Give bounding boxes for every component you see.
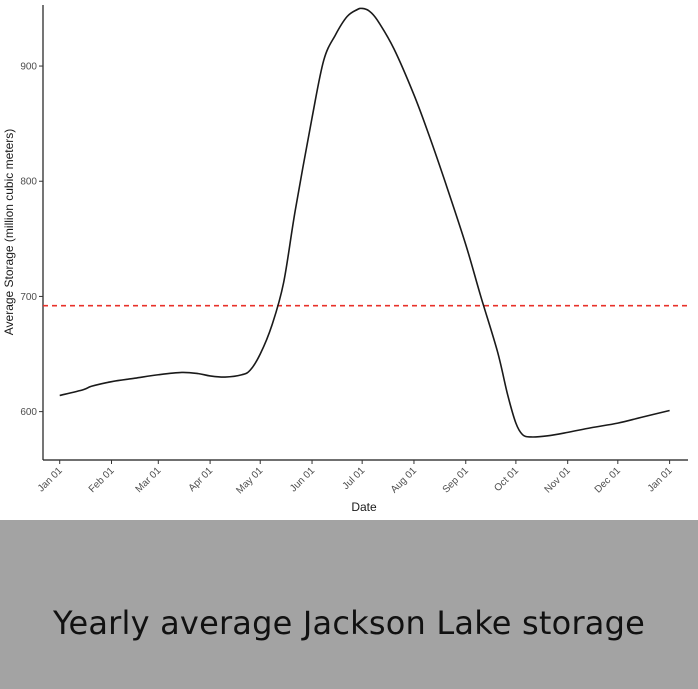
x-tick-label: May 01 [234, 465, 265, 496]
y-tick-label: 800 [20, 177, 37, 188]
y-axis-title: Average Storage (million cubic meters) [2, 129, 16, 336]
x-tick-label: Dec 01 [593, 465, 623, 495]
x-tick-label: Aug 01 [389, 465, 419, 495]
y-tick-label: 700 [20, 292, 37, 303]
line-chart: 600 700 800 900 Jan 01 Feb 01 Mar 01 Apr 01 May … [2, 5, 688, 514]
x-tick-label: Sep 01 [441, 465, 471, 495]
chart-area: 600 700 800 900 Jan 01 Feb 01 Mar 01 Apr 01 May … [2, 5, 688, 514]
x-tick-label: Oct 01 [492, 465, 521, 494]
x-axis-title: Date [351, 500, 377, 514]
x-tick-label: Jan 01 [646, 465, 675, 494]
x-tick-label: Jan 01 [36, 465, 65, 494]
storage-series-line [59, 7, 670, 438]
x-tick-label: Jul 01 [341, 465, 368, 492]
x-tick-label: Nov 01 [543, 465, 573, 495]
x-tick-label: Feb 01 [87, 465, 117, 495]
caption-band [0, 520, 698, 689]
y-tick-label: 600 [20, 407, 37, 418]
x-tick-label: Apr 01 [187, 465, 216, 494]
y-tick-label: 900 [20, 62, 37, 73]
x-tick-label: Mar 01 [134, 465, 164, 495]
x-tick-label: Jun 01 [288, 465, 317, 494]
chart-caption: Yearly average Jackson Lake storage [52, 604, 646, 642]
